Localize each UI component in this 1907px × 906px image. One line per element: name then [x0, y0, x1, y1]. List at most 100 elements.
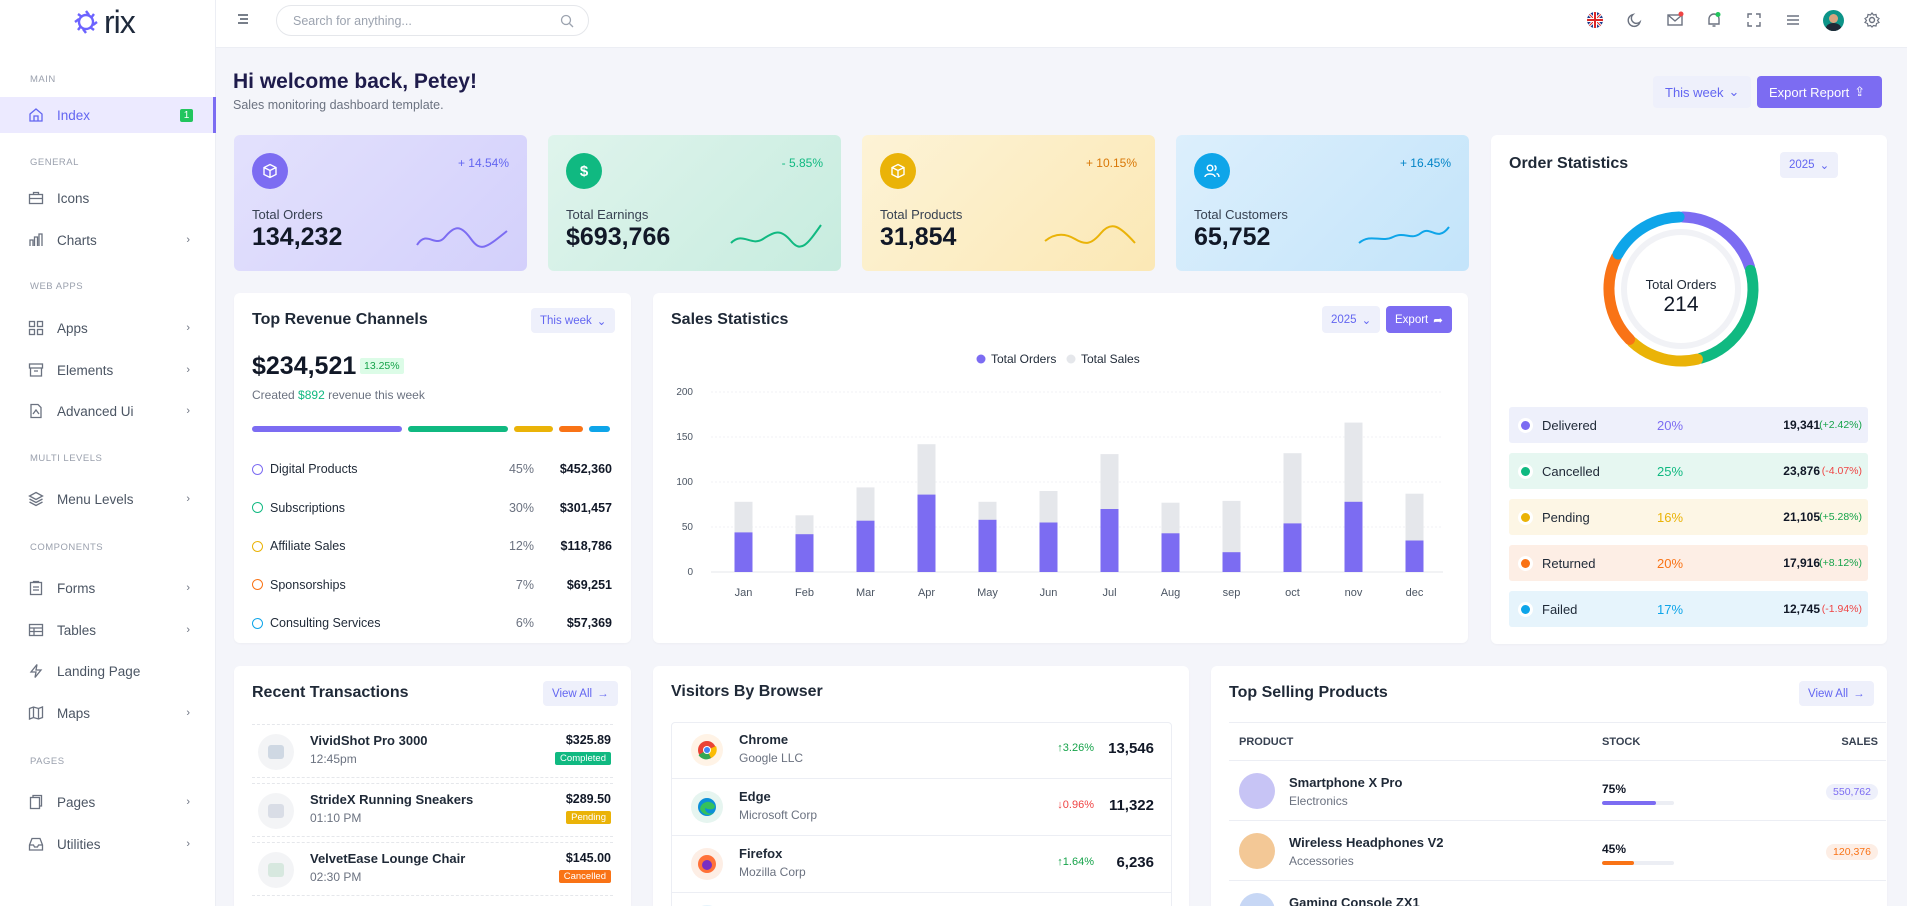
view-all-label: View All: [552, 687, 593, 700]
order-status-row: Failed 17% 12,745 (-1.94%): [1509, 591, 1868, 627]
channel-name: Affiliate Sales: [270, 539, 346, 553]
sales-statistics-card: Sales Statistics 2025 ⌄ Export ➦ 0 50 100 150…: [653, 293, 1468, 643]
archive-icon: [28, 363, 44, 377]
export-button[interactable]: Export ➦: [1386, 306, 1452, 333]
card-title: Recent Transactions: [252, 684, 409, 701]
product-thumbnail: [258, 793, 294, 829]
transaction-row[interactable]: VividShot Pro 3000 12:45pm $325.89 Complete…: [252, 724, 613, 778]
view-all-button[interactable]: View All →: [1799, 681, 1874, 706]
browser-row[interactable]: [671, 893, 1172, 906]
col-product: PRODUCT: [1239, 736, 1294, 748]
logo[interactable]: rix: [0, 0, 215, 44]
period-dropdown[interactable]: This week ⌄: [1653, 76, 1752, 108]
progress-segment: [559, 426, 583, 432]
sidebar-item-elements[interactable]: Elements ›: [0, 352, 216, 388]
sidebar-item-tables[interactable]: Tables ›: [0, 612, 216, 648]
bar-total-orders: [856, 520, 875, 572]
sidebar-item-apps[interactable]: Apps ›: [0, 310, 216, 346]
browser-count: 11,322: [1108, 797, 1154, 814]
product-row[interactable]: Smartphone X Pro Electronics 75% 550,762: [1229, 762, 1886, 821]
channel-amount: $118,786: [560, 539, 612, 553]
browser-row[interactable]: Firefox Mozilla Corp ↑1.64% 6,236: [671, 836, 1172, 893]
home-icon: [29, 108, 43, 122]
period-dropdown[interactable]: This week ⌄: [531, 308, 616, 333]
revenue-badge: 13.25%: [360, 358, 404, 374]
top-selling-products-card: Top Selling Products View All → PRODUCT S…: [1211, 666, 1887, 906]
revenue-created: Created $892 revenue this week: [252, 388, 425, 402]
sidebar-item-label: Landing Page: [57, 663, 141, 679]
bar-total-orders: [734, 532, 753, 572]
product-row[interactable]: Gaming Console ZX1: [1229, 882, 1886, 906]
year-dropdown[interactable]: 2025 ⌄: [1322, 306, 1381, 333]
progress-segment: [252, 426, 402, 432]
sidebar-item-label: Icons: [57, 190, 90, 206]
status-badge: Cancelled: [558, 870, 611, 883]
arrow-right-icon: →: [1853, 687, 1865, 700]
sidebar-item-utilities[interactable]: Utilities ›: [0, 826, 216, 862]
browser-row[interactable]: Edge Microsoft Corp ↓0.96% 11,322: [671, 779, 1172, 836]
browser-row[interactable]: Chrome Google LLC ↑3.26% 13,546: [671, 722, 1172, 779]
product-name: Wireless Headphones V2: [1289, 835, 1444, 850]
search-icon[interactable]: [560, 14, 574, 28]
change-value: 0.96%: [1062, 799, 1094, 811]
sidebar-item-advanced-ui[interactable]: Advanced Ui ›: [0, 393, 216, 429]
sidebar-item-forms[interactable]: Forms ›: [0, 570, 216, 606]
browser-name: Edge: [739, 789, 771, 804]
export-report-button[interactable]: Export Report ⇪: [1757, 76, 1882, 108]
status-dot: [1521, 466, 1530, 476]
dollar-icon: $: [566, 153, 602, 189]
sidebar-item-label: Forms: [57, 580, 96, 596]
transaction-row[interactable]: VelvetEase Lounge Chair 02:30 PM $145.00 Ca…: [252, 842, 613, 896]
visitors-by-browser-card: Visitors By Browser Chrome Google LLC ↑3.2…: [653, 666, 1189, 906]
share-icon: ➦: [1433, 314, 1443, 327]
product-image: [1239, 773, 1275, 809]
sidebar-item-icons[interactable]: Icons: [0, 180, 216, 216]
revenue-progress: [252, 426, 613, 432]
status-label: Failed: [1542, 601, 1578, 617]
chevron-right-icon: ›: [186, 493, 190, 505]
bar-total-orders: [1100, 509, 1119, 572]
box-icon: [252, 153, 288, 189]
transaction-row[interactable]: StrideX Running Sneakers 01:10 PM $289.50 P…: [252, 783, 613, 837]
avatar[interactable]: [1823, 10, 1844, 31]
status-label: Delivered: [1542, 417, 1597, 433]
bell-icon[interactable]: [1705, 11, 1723, 29]
sidebar-item-label: Utilities: [57, 836, 101, 852]
channel-pct: 7%: [515, 577, 534, 592]
sidebar-item-pages[interactable]: Pages ›: [0, 784, 216, 820]
uk-flag-icon[interactable]: [1586, 11, 1604, 29]
moon-icon[interactable]: [1626, 11, 1644, 29]
gear-icon[interactable]: [1863, 11, 1881, 29]
fullscreen-icon[interactable]: [1745, 11, 1763, 29]
x-tick-label: oct: [1285, 587, 1300, 599]
chevron-right-icon: ›: [186, 796, 190, 808]
sidebar-item-menu-levels[interactable]: Menu Levels ›: [0, 481, 216, 517]
stat-value: 31,854: [880, 223, 957, 251]
card-title: Top Selling Products: [1229, 684, 1388, 701]
stat-card-earnings: $ - 5.85% Total Earnings $693,766: [548, 135, 841, 271]
users-icon: [1194, 153, 1230, 189]
channel-pct: 45%: [508, 462, 534, 476]
section-web-apps: WEB APPS: [30, 281, 84, 292]
sidebar-item-index[interactable]: Index 1: [0, 97, 216, 133]
mail-icon[interactable]: [1666, 11, 1684, 29]
year-dropdown[interactable]: 2025 ⌄: [1780, 152, 1839, 178]
sidebar-item-landing-page[interactable]: Landing Page: [0, 653, 216, 689]
sidebar-item-maps[interactable]: Maps ›: [0, 695, 216, 731]
search-input[interactable]: Search for anything...: [276, 5, 589, 36]
col-sales: SALES: [1841, 736, 1878, 748]
list-icon[interactable]: [1784, 11, 1802, 29]
sidebar-item-charts[interactable]: Charts ›: [0, 222, 216, 258]
chevron-right-icon: ›: [186, 322, 190, 334]
channel-pct: 6%: [515, 616, 534, 630]
x-tick-label: May: [977, 587, 998, 599]
channel-name: Consulting Services: [270, 616, 381, 630]
channel-amount: $69,251: [566, 577, 612, 592]
search-placeholder: Search for anything...: [293, 13, 412, 28]
view-all-button[interactable]: View All →: [543, 681, 618, 706]
donut-center-value: 214: [1663, 293, 1699, 316]
menu-icon[interactable]: [236, 12, 250, 26]
product-row[interactable]: Wireless Headphones V2 Accessories 45% 120,…: [1229, 822, 1886, 881]
y-tick-label: 0: [687, 567, 693, 578]
y-tick-label: 100: [676, 477, 693, 488]
